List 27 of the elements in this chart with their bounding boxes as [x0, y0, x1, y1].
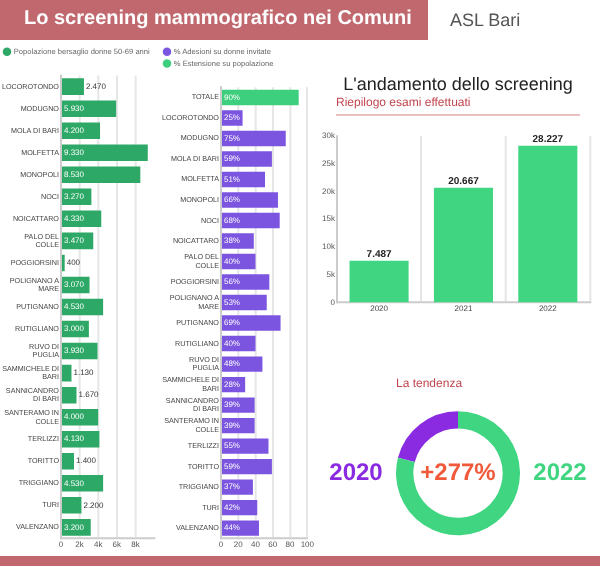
- bar: [221, 315, 281, 331]
- bar: [61, 144, 148, 161]
- bar: [221, 520, 259, 536]
- text: Lo screening mammografico nei Comuni: [0, 0, 428, 40]
- slice-label: 2020: [329, 457, 384, 486]
- slice-label: 2022: [533, 457, 588, 486]
- bar: [518, 145, 578, 303]
- text: +277%: [420, 457, 497, 486]
- bar: [221, 274, 270, 290]
- bar: [221, 438, 269, 454]
- bar: [349, 260, 409, 303]
- bar: [61, 364, 72, 382]
- bar: [61, 453, 74, 470]
- bar: [61, 386, 77, 404]
- bar: [433, 187, 493, 303]
- bar: [61, 100, 117, 117]
- chart-title: L'andamento dello screening: [341, 74, 575, 94]
- bar: [221, 151, 272, 167]
- bar: [61, 78, 84, 95]
- bar: [61, 475, 104, 492]
- text: ASL Bari: [450, 10, 521, 30]
- bar: [221, 89, 299, 106]
- bar: [61, 497, 82, 514]
- bar: [221, 356, 263, 372]
- bar: [61, 122, 101, 139]
- bar: [221, 192, 278, 208]
- bar: [221, 130, 286, 147]
